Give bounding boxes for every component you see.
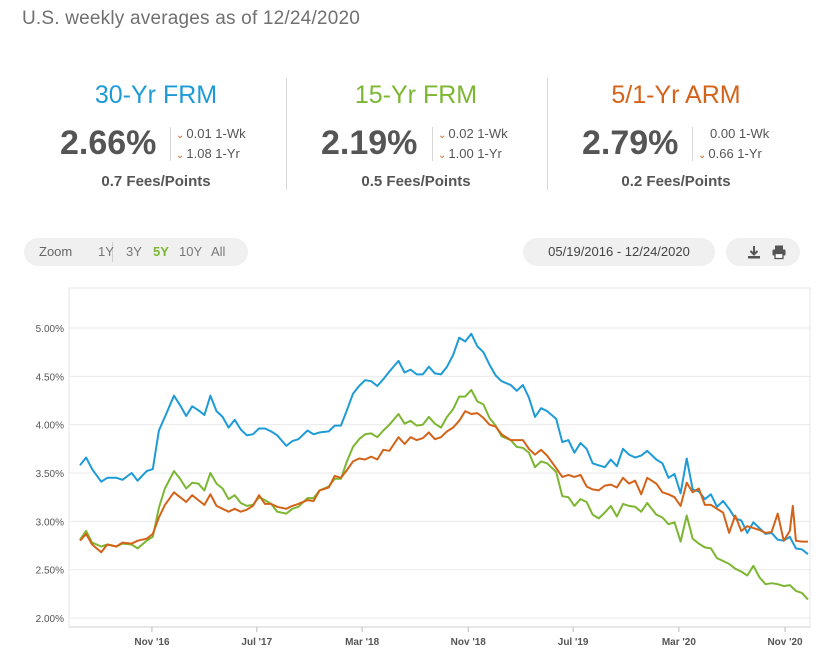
x-tick-label: Mar '20 [662,637,697,648]
card-divider [286,78,287,190]
card-separator [170,127,171,161]
series-line [79,410,808,554]
card-rate: 2.66% [60,124,157,162]
card-rate: 2.19% [321,124,418,162]
zoom-1y-button[interactable]: 1Y [98,244,114,259]
chevron-down-icon: ⌄ [438,130,447,141]
x-tick-label: Jul '17 [241,637,272,648]
card-separator [432,127,433,161]
zoom-10y-button[interactable]: 10Y [179,244,203,259]
series-line [79,332,809,555]
card-change-year: ⌄ 0.66 1-Yr [698,146,762,161]
page-headline: U.S. weekly averages as of 12/24/2020 [22,8,360,29]
card-fees: 0.2 Fees/Points [621,173,731,190]
y-tick-label: 3.00% [36,517,64,528]
card-separator [692,127,693,161]
card-title: 5/1-Yr ARM [611,81,741,109]
chevron-down-icon: ⌄ [176,130,185,141]
print-icon[interactable] [771,244,787,260]
y-tick-label: 3.50% [36,469,64,480]
x-tick-label: Nov '16 [134,637,170,648]
card-rate: 2.79% [582,124,679,162]
zoom-5y-button[interactable]: 5Y [153,244,169,259]
zoom-3y-button[interactable]: 3Y [126,244,142,259]
download-icon[interactable] [746,244,762,260]
zoom-bar: Zoom 1Y 3Y 5Y 10Y All [24,238,248,266]
card-divider [547,78,548,190]
chart-tools [726,238,800,266]
card-fees: 0.7 Fees/Points [101,173,211,190]
zoom-separator [112,242,113,262]
card-fees: 0.5 Fees/Points [361,173,471,190]
y-tick-label: 2.00% [36,614,64,625]
chevron-down-icon: ⌄ [438,150,447,161]
zoom-all-button[interactable]: All [211,244,226,259]
card-51yr-arm: 5/1-Yr ARM 2.79% 0.00 1-Wk ⌄ 0.66 1-Yr 0.… [546,78,806,190]
mortgage-rate-chart: 2.00% 2.50% 3.00% 3.50% 4.00% 4.50% 5.00% Nov … [36,287,811,648]
card-change-week: ⌄ 0.01 1-Wk [176,126,246,141]
x-tick-label: Nov '20 [767,637,803,648]
card-title: 30-Yr FRM [94,81,218,109]
card-change-year: ⌄ 1.08 1-Yr [176,146,240,161]
y-tick-label: 4.00% [36,421,64,432]
zoom-label: Zoom [39,244,73,259]
x-tick-label: Mar '18 [345,637,380,648]
y-tick-label: 5.00% [36,324,64,335]
card-title: 15-Yr FRM [354,81,478,109]
plot-area [68,287,811,628]
card-change-week: ⌄ 0.02 1-Wk [438,126,508,141]
series-line [79,388,809,601]
y-tick-label: 2.50% [36,566,64,577]
x-tick-label: Nov '18 [451,637,487,648]
card-change-year: ⌄ 1.00 1-Yr [438,146,502,161]
chevron-down-icon: ⌄ [698,150,707,161]
card-change-week: 0.00 1-Wk [710,126,770,141]
chevron-down-icon: ⌄ [176,150,185,161]
rate-cards: 30-Yr FRM 2.66% ⌄ 0.01 1-Wk ⌄ 1.08 1-Yr 0.… [26,78,806,190]
y-tick-label: 4.50% [36,372,64,383]
card-15yr-frm: 15-Yr FRM 2.19% ⌄ 0.02 1-Wk ⌄ 1.00 1-Yr 0.… [286,78,546,190]
card-30yr-frm: 30-Yr FRM 2.66% ⌄ 0.01 1-Wk ⌄ 1.08 1-Yr 0.… [26,78,286,190]
date-range-picker[interactable]: 05/19/2016 - 12/24/2020 [523,238,715,266]
x-tick-label: Jul '19 [558,637,589,648]
